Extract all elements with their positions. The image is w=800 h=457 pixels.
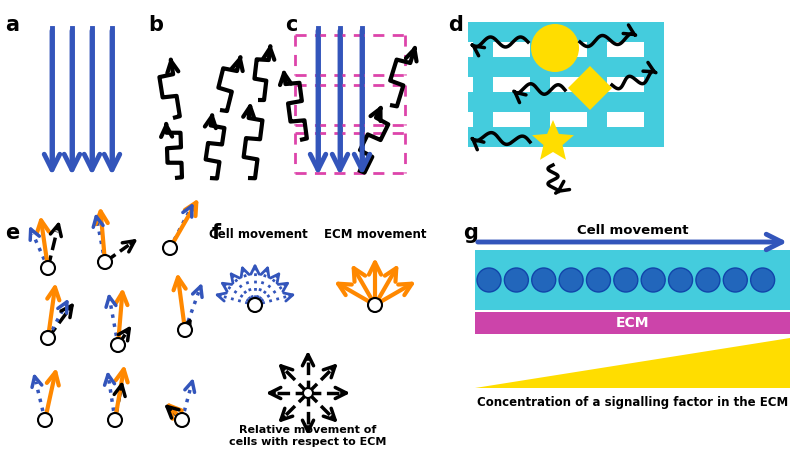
- Bar: [587, 22, 607, 147]
- Polygon shape: [532, 120, 574, 160]
- Circle shape: [178, 323, 192, 337]
- Circle shape: [477, 268, 501, 292]
- Text: Cell movement: Cell movement: [209, 228, 307, 241]
- Text: Relative movement of
cells with respect to ECM: Relative movement of cells with respect …: [230, 425, 386, 446]
- Polygon shape: [475, 338, 790, 388]
- Text: e: e: [5, 223, 19, 243]
- Circle shape: [750, 268, 774, 292]
- Circle shape: [531, 24, 579, 72]
- Text: g: g: [463, 223, 478, 243]
- Text: d: d: [448, 15, 463, 35]
- Circle shape: [614, 268, 638, 292]
- Circle shape: [368, 298, 382, 312]
- Circle shape: [111, 338, 125, 352]
- Text: c: c: [285, 15, 298, 35]
- Bar: [468, 92, 653, 112]
- Bar: [468, 127, 653, 147]
- Circle shape: [723, 268, 747, 292]
- Text: Cell movement: Cell movement: [577, 224, 688, 237]
- Circle shape: [38, 413, 52, 427]
- Circle shape: [669, 268, 693, 292]
- Text: ECM: ECM: [616, 316, 650, 330]
- Text: b: b: [148, 15, 163, 35]
- Circle shape: [641, 268, 665, 292]
- Bar: [468, 57, 653, 77]
- Bar: [475, 250, 790, 310]
- Circle shape: [586, 268, 610, 292]
- Circle shape: [108, 413, 122, 427]
- Bar: [644, 22, 664, 147]
- Circle shape: [532, 268, 556, 292]
- Circle shape: [163, 241, 177, 255]
- Circle shape: [98, 255, 112, 269]
- Circle shape: [41, 331, 55, 345]
- Bar: [473, 22, 493, 147]
- Bar: [475, 312, 790, 334]
- Circle shape: [41, 261, 55, 275]
- Text: Concentration of a signalling factor in the ECM: Concentration of a signalling factor in …: [477, 396, 788, 409]
- Text: a: a: [5, 15, 19, 35]
- Text: ECM movement: ECM movement: [324, 228, 426, 241]
- Circle shape: [504, 268, 528, 292]
- Text: f: f: [212, 223, 221, 243]
- Polygon shape: [568, 66, 612, 110]
- Circle shape: [175, 413, 189, 427]
- Bar: [530, 22, 550, 147]
- Bar: [468, 22, 653, 42]
- Circle shape: [696, 268, 720, 292]
- Circle shape: [303, 388, 313, 398]
- Circle shape: [559, 268, 583, 292]
- Circle shape: [248, 298, 262, 312]
